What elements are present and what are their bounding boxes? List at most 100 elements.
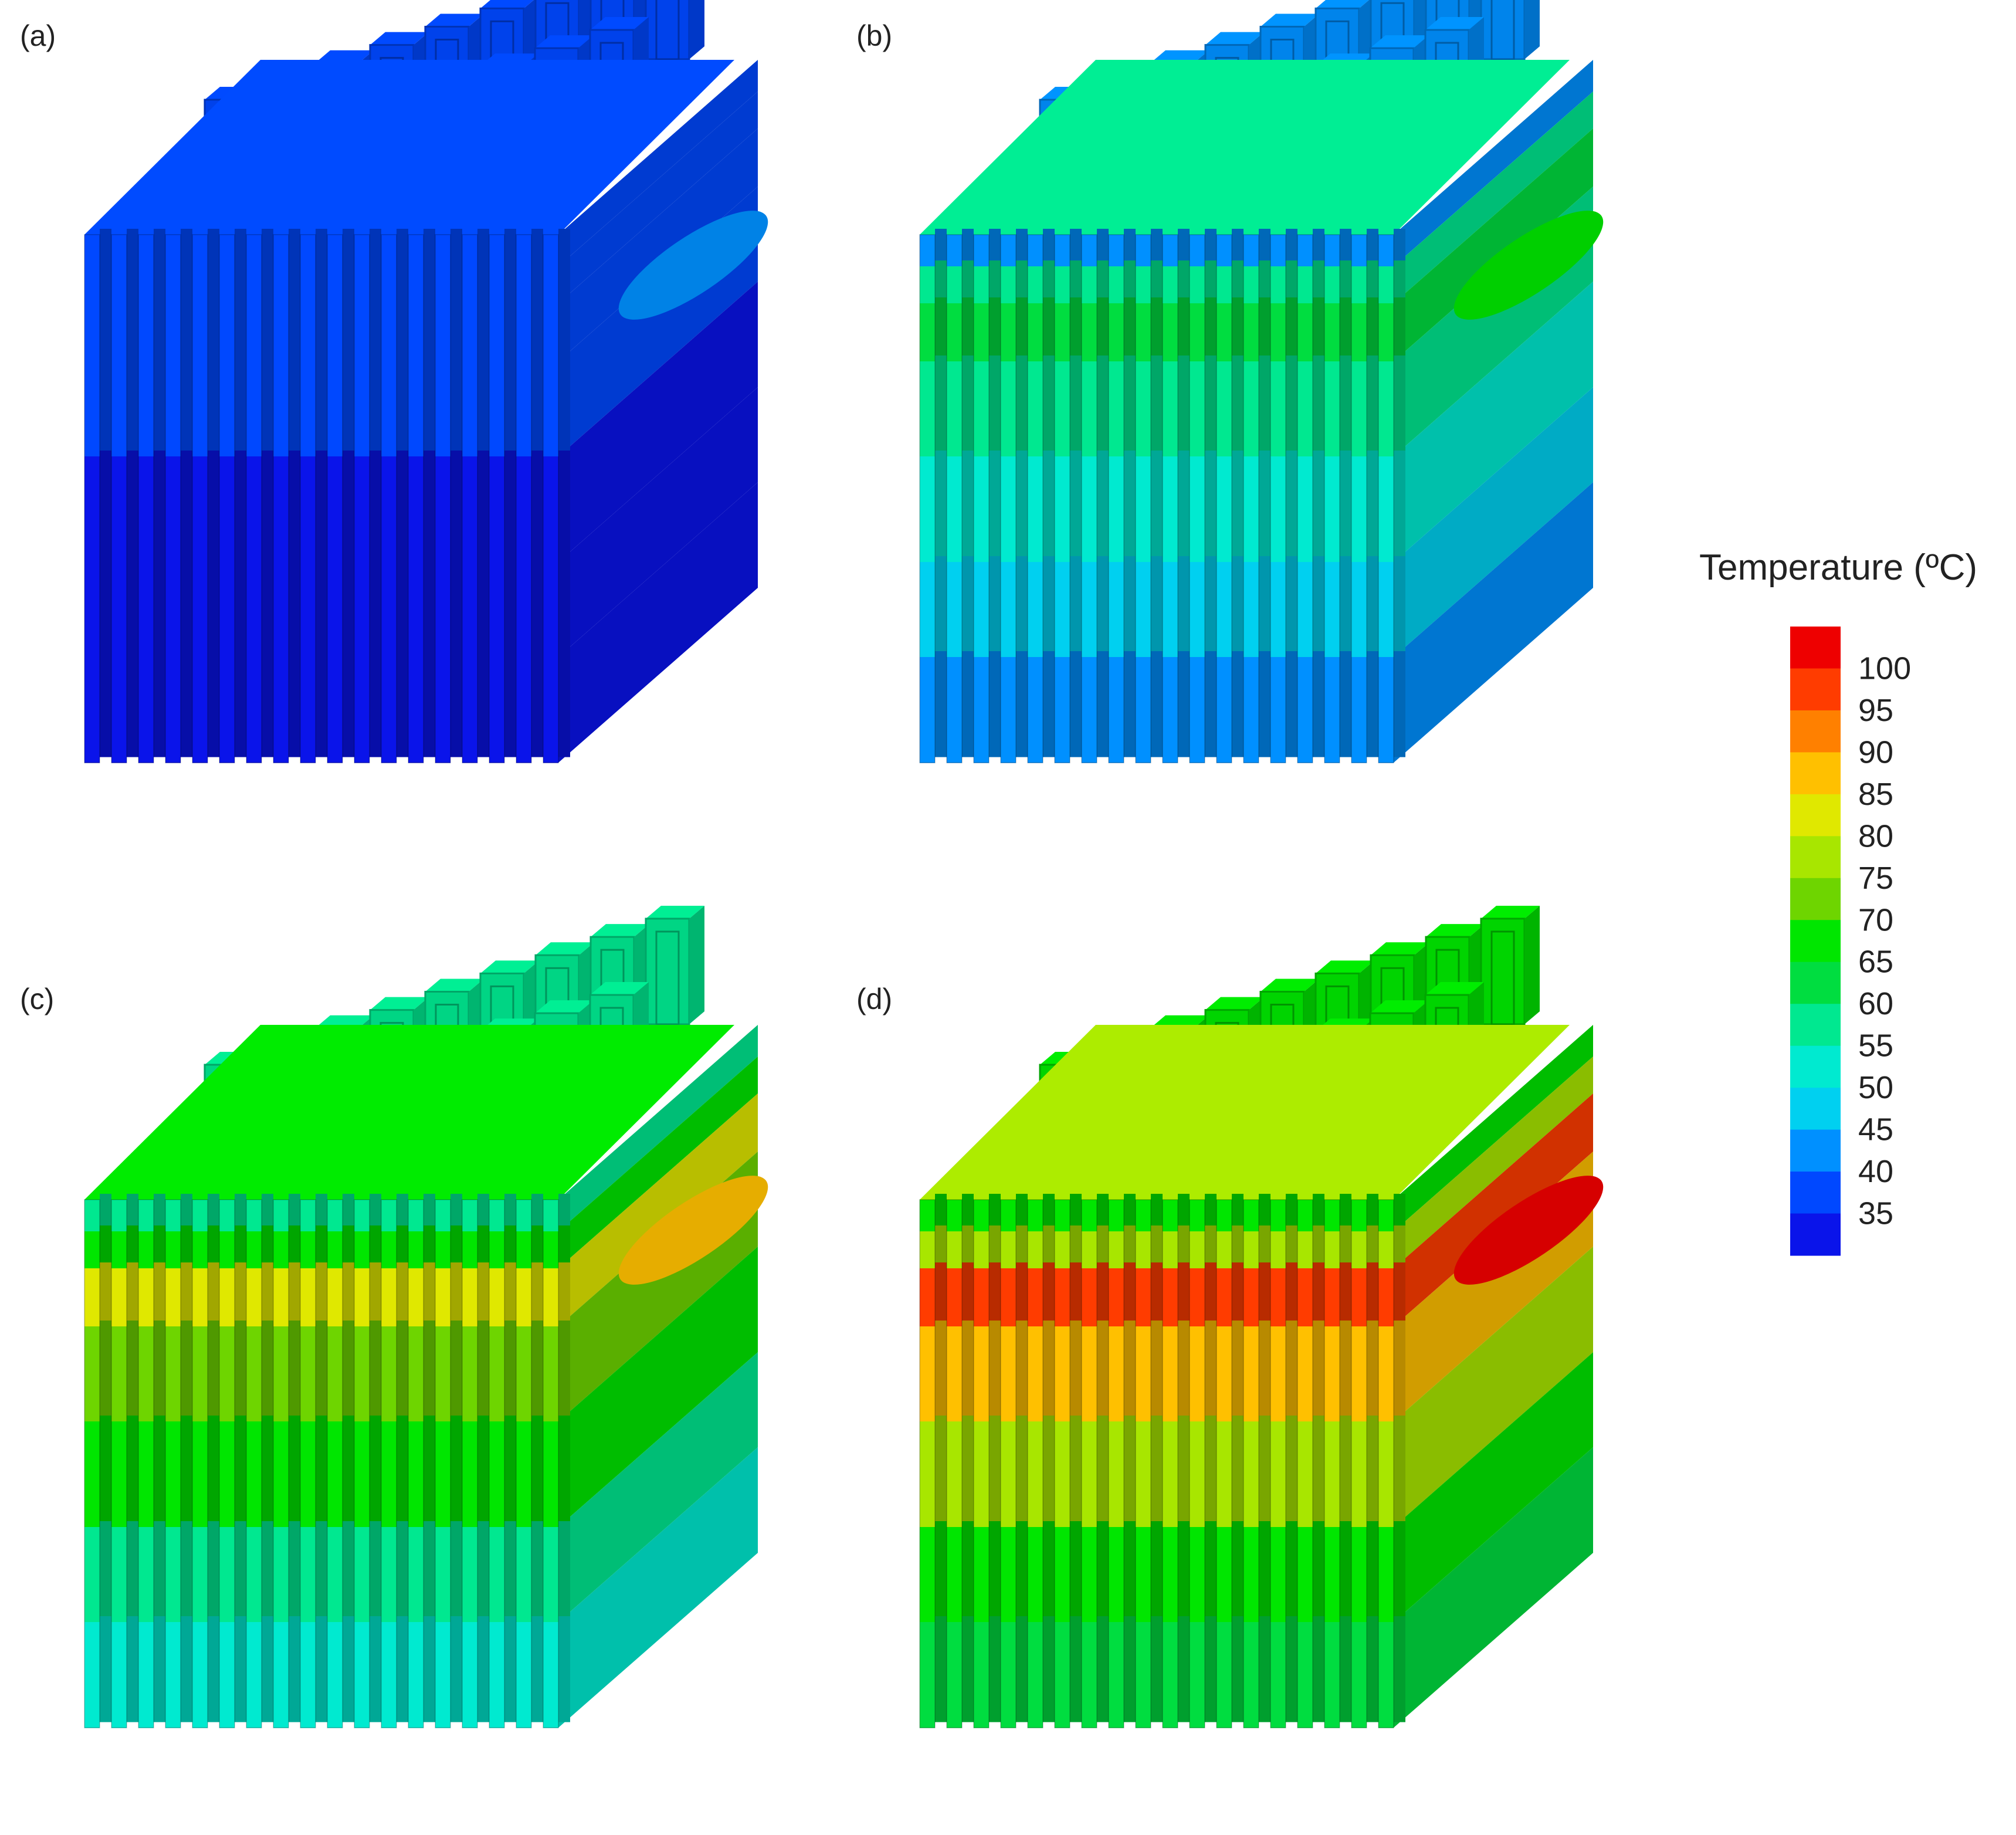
plate-outline <box>327 1199 343 1728</box>
side-face-band <box>1394 1093 1593 1326</box>
plate-side-band <box>154 356 165 451</box>
plate-band <box>1082 456 1097 563</box>
plate-band <box>354 657 370 763</box>
plate-band <box>974 1268 989 1327</box>
plate-side-band <box>154 1225 165 1263</box>
plate-band <box>435 1268 450 1327</box>
plate-side-band <box>235 229 246 261</box>
side-face-band <box>1394 1057 1593 1268</box>
plate-band <box>543 1622 558 1728</box>
plate-band <box>1270 1268 1286 1327</box>
plate-side-band <box>343 1321 354 1416</box>
plate-side-band <box>1367 229 1378 261</box>
plate-band <box>138 1231 154 1269</box>
plate-band <box>327 1268 343 1327</box>
plate-side-band <box>235 1225 246 1263</box>
terminal-tab-top <box>1370 1000 1429 1014</box>
plate-side-band <box>477 1321 489 1416</box>
battery-model-c <box>84 906 768 1728</box>
plate-band <box>111 1231 127 1269</box>
plate-side-band <box>100 1194 111 1226</box>
plate-band <box>462 1200 477 1232</box>
plate-band <box>1270 1200 1286 1232</box>
plate-side-band <box>558 356 570 451</box>
plate-band <box>1163 303 1178 362</box>
plate-side-band <box>1043 1321 1055 1416</box>
plate-side-band <box>989 1616 1001 1722</box>
plate-side-band <box>1043 1416 1055 1522</box>
plate-side-band <box>1313 556 1324 652</box>
plate-side-band <box>1313 1225 1324 1263</box>
plate-band <box>1378 361 1394 457</box>
plate-band <box>381 1421 397 1528</box>
plate-band <box>1001 1326 1016 1422</box>
plate-side-band <box>450 1225 462 1263</box>
plate-side-band <box>1367 1521 1378 1617</box>
plate-side-band <box>1070 651 1082 757</box>
plate-side-band <box>1097 451 1109 557</box>
plate-band <box>111 361 127 457</box>
plate-side-band <box>289 260 300 298</box>
terminal-tab-top <box>480 0 534 9</box>
plate-outline <box>946 234 963 763</box>
plate-band <box>111 266 127 304</box>
plate-side-band <box>1205 1616 1217 1722</box>
plate-side-band <box>235 297 246 356</box>
plate-band <box>1190 1326 1205 1422</box>
plate-side-band <box>423 1321 435 1416</box>
plate-side-band <box>370 297 381 356</box>
plate-side-band <box>1313 1616 1324 1722</box>
plate-band <box>111 657 127 763</box>
plate-side-band <box>1286 1321 1297 1416</box>
plate-band <box>84 456 100 563</box>
plate-band <box>1217 1622 1232 1728</box>
plate-side-band <box>154 1616 165 1722</box>
side-face-band <box>558 92 758 303</box>
plate-side-band <box>423 356 435 451</box>
plate-band <box>408 1622 423 1728</box>
plate-side-band <box>262 229 273 261</box>
plate-side-band <box>397 1225 408 1263</box>
terminal-tab-top <box>536 942 594 956</box>
plate-band <box>947 1326 962 1422</box>
plate-side-band <box>343 451 354 557</box>
plate-side-band <box>1286 1521 1297 1617</box>
plate-band <box>1244 266 1259 304</box>
plate-side-band <box>235 1194 246 1226</box>
plate-band <box>381 657 397 763</box>
plate-side-band <box>1232 1194 1244 1226</box>
plate-side-band <box>289 451 300 557</box>
plate-band <box>300 266 316 304</box>
plate-band <box>974 1231 989 1269</box>
panel-label-a: (a) <box>20 19 56 52</box>
plate-side-band <box>235 1416 246 1522</box>
plate-side-band <box>558 451 570 557</box>
terminal-tab-top <box>646 906 704 919</box>
plate-outline <box>354 1199 370 1728</box>
plate-band <box>974 303 989 362</box>
plate-band <box>1082 266 1097 304</box>
pack-top-face <box>920 60 1570 235</box>
plate-side-band <box>962 1616 974 1722</box>
plate-band <box>84 361 100 457</box>
plate-side-band <box>1205 556 1217 652</box>
side-face-band <box>1394 482 1593 763</box>
plate-band <box>327 657 343 763</box>
plate-band <box>219 657 235 763</box>
plate-band <box>1378 1326 1394 1422</box>
plate-band <box>489 266 504 304</box>
plate-side-band <box>397 356 408 451</box>
plate-band <box>462 562 477 658</box>
plate-side-band <box>504 356 516 451</box>
plate-outline <box>1243 234 1259 763</box>
panel-label-c: (c) <box>20 983 54 1015</box>
plate-outline <box>84 1199 100 1728</box>
plate-band <box>1190 303 1205 362</box>
plate-side-band <box>208 297 219 356</box>
plate-band <box>246 1231 262 1269</box>
plate-band <box>920 1268 935 1327</box>
plate-side-band <box>289 1416 300 1522</box>
plate-side-band <box>1097 260 1109 298</box>
plate-band <box>327 266 343 304</box>
side-face-band <box>1394 128 1593 361</box>
